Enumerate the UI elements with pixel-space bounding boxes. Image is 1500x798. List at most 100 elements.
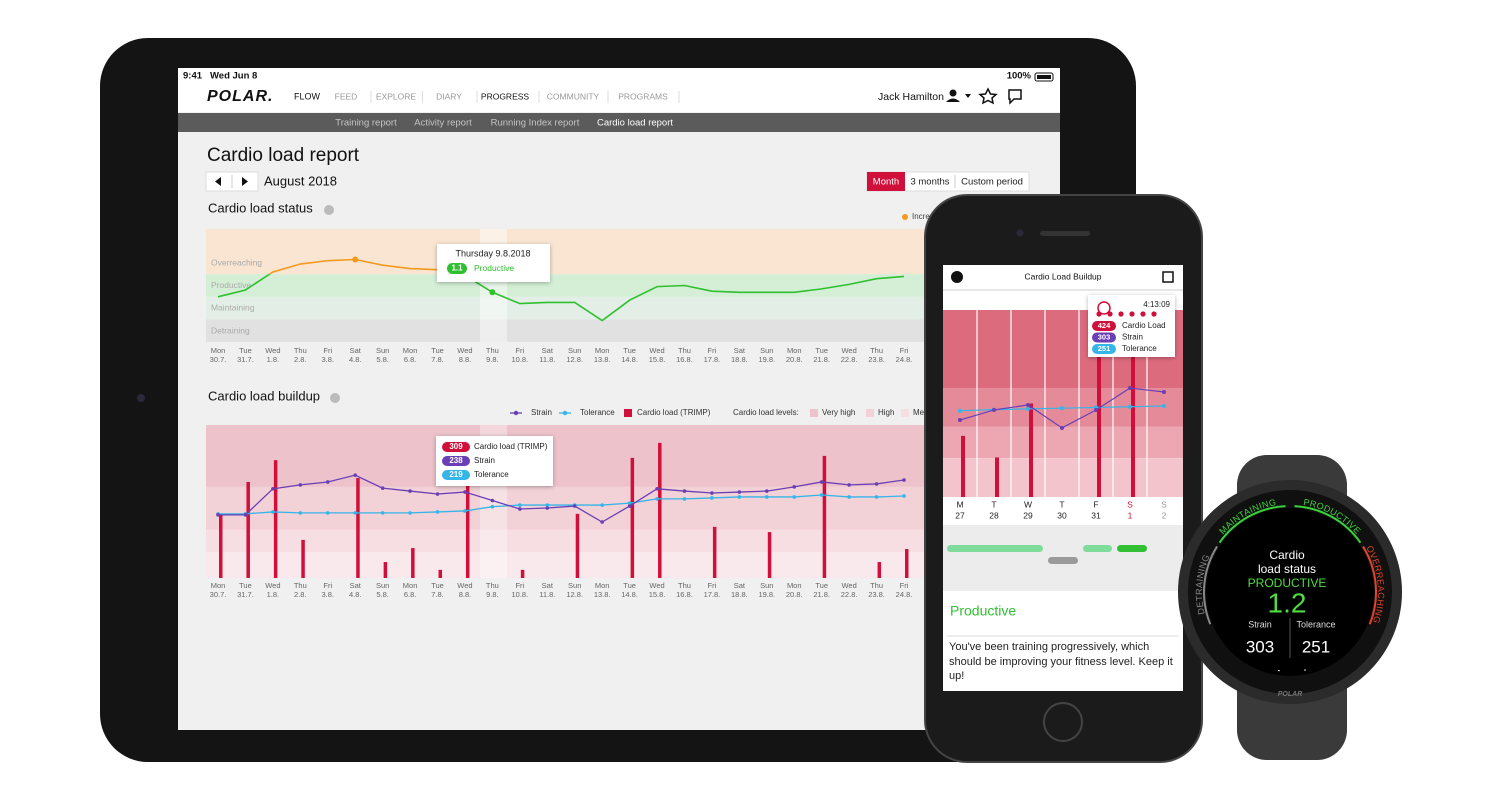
nav-item[interactable]: PROGRESS: [481, 91, 530, 101]
zone-dot: [1140, 311, 1146, 317]
series-dot: [518, 507, 522, 511]
series-dot: [545, 506, 550, 510]
x-tick-label: 9.8.: [486, 590, 499, 599]
period-button[interactable]: 3 months: [910, 177, 949, 188]
period-button[interactable]: Custom period: [961, 177, 1023, 188]
nav-item[interactable]: FEED: [335, 91, 358, 101]
series-dot: [271, 487, 275, 491]
x-tick-label: T: [991, 499, 996, 509]
tooltip-pill: [1092, 344, 1116, 354]
x-tick-label: Thu: [486, 346, 499, 355]
x-tick-label: 9.8.: [486, 355, 499, 364]
x-tick-label: 4.8.: [349, 590, 362, 599]
cardio-load-bar: [219, 514, 223, 578]
series-dot: [737, 490, 742, 494]
tablet-camera: [137, 394, 145, 402]
page-title: Cardio load report: [207, 145, 360, 166]
user-icon[interactable]: [949, 89, 957, 97]
user-name[interactable]: Jack Hamilton: [878, 91, 944, 103]
series-dot: [847, 483, 851, 487]
x-tick-label: Sat: [542, 346, 554, 355]
watch-number: 303: [1246, 637, 1274, 656]
favorites-icon[interactable]: [978, 87, 998, 105]
phone-camera: [1016, 229, 1024, 237]
x-tick-label: 14.8.: [621, 590, 638, 599]
x-tick-label: Wed: [649, 346, 664, 355]
series-dot: [325, 480, 330, 484]
x-tick-label: Wed: [457, 346, 472, 355]
info-icon[interactable]: [324, 205, 334, 215]
series-dot: [958, 408, 962, 413]
x-tick-label: Sun: [376, 346, 389, 355]
subnav-item[interactable]: Running Index report: [491, 118, 580, 129]
series-dot: [353, 473, 358, 477]
series-dot: [490, 498, 495, 503]
x-tick-label: 6.8.: [404, 590, 417, 599]
x-tick-label: Thu: [678, 581, 691, 590]
x-tick-label: Fri: [515, 346, 524, 355]
x-tick-label: Tue: [623, 346, 636, 355]
cardio-load-bar: [712, 526, 717, 578]
x-tick-label: Mon: [595, 346, 610, 355]
calendar-icon[interactable]: [1162, 271, 1174, 283]
series-dot: [408, 489, 412, 493]
speaker: [1040, 231, 1090, 236]
x-tick-label: 1.8.: [267, 355, 280, 364]
period-active[interactable]: [867, 172, 905, 191]
x-tick-label: 2.8.: [294, 590, 307, 599]
x-tick-label: Sat: [734, 581, 746, 590]
x-tick-label: 2: [1162, 510, 1167, 520]
info-icon[interactable]: [330, 393, 340, 403]
x-tick-label: 24.8.: [896, 590, 913, 599]
watch-brand: POLAR: [1278, 691, 1303, 698]
cardio-load-bar: [1097, 330, 1101, 497]
series-dot: [353, 511, 358, 515]
x-tick-label: Wed: [265, 581, 280, 590]
x-tick-label: 14.8.: [621, 355, 638, 364]
nav-item[interactable]: DIARY: [436, 91, 462, 101]
subnav-item[interactable]: Cardio load report: [597, 118, 673, 129]
legend-dot: [513, 410, 519, 416]
x-tick-label: 28: [989, 510, 999, 520]
series-dot: [765, 495, 769, 499]
messages-icon[interactable]: [1008, 89, 1022, 105]
period-button[interactable]: Month: [873, 177, 899, 188]
x-tick-label: 31.7.: [237, 590, 254, 599]
series-dot: [819, 493, 824, 497]
cardio-load-bar: [465, 462, 470, 578]
x-tick-label: Wed: [841, 346, 856, 355]
watch-status: PRODUCTIVE: [1248, 576, 1327, 590]
watch-face: [1206, 508, 1374, 676]
series-dot: [572, 504, 577, 508]
x-tick-label: 23.8.: [868, 355, 885, 364]
status-pill: [947, 545, 1043, 552]
x-tick-label: 5.8.: [376, 355, 389, 364]
x-tick-label: 30.7.: [210, 355, 227, 364]
cardio-load-bar: [877, 562, 882, 578]
nav-item[interactable]: PROGRAMS: [618, 91, 668, 101]
x-tick-label: Tue: [623, 581, 636, 590]
cardio-load-bar: [273, 460, 278, 578]
tooltip-label: Cardio load (TRIMP): [474, 442, 548, 451]
series-dot: [1026, 406, 1030, 411]
info-icon[interactable]: [951, 271, 963, 283]
subnav-item[interactable]: Activity report: [414, 118, 472, 129]
series-dot: [298, 511, 303, 515]
x-tick-label: 2.8.: [294, 355, 307, 364]
nav-item[interactable]: EXPLORE: [376, 91, 416, 101]
subnav-item[interactable]: Training report: [335, 118, 397, 129]
cardio-load-bar: [630, 457, 635, 578]
legend-label: Cardio load (TRIMP): [637, 408, 711, 417]
period-label: August 2018: [264, 173, 337, 188]
tooltip-label: Tolerance: [1122, 344, 1157, 353]
nav-item[interactable]: COMMUNITY: [547, 91, 600, 101]
zone-band: [206, 274, 1060, 297]
zone-band: [206, 229, 1060, 275]
x-tick-label: Sun: [568, 346, 581, 355]
home-button[interactable]: [1043, 702, 1083, 742]
x-tick-label: 1.8.: [267, 590, 280, 599]
series-dot: [958, 418, 962, 423]
x-tick-label: 24.8.: [896, 355, 913, 364]
